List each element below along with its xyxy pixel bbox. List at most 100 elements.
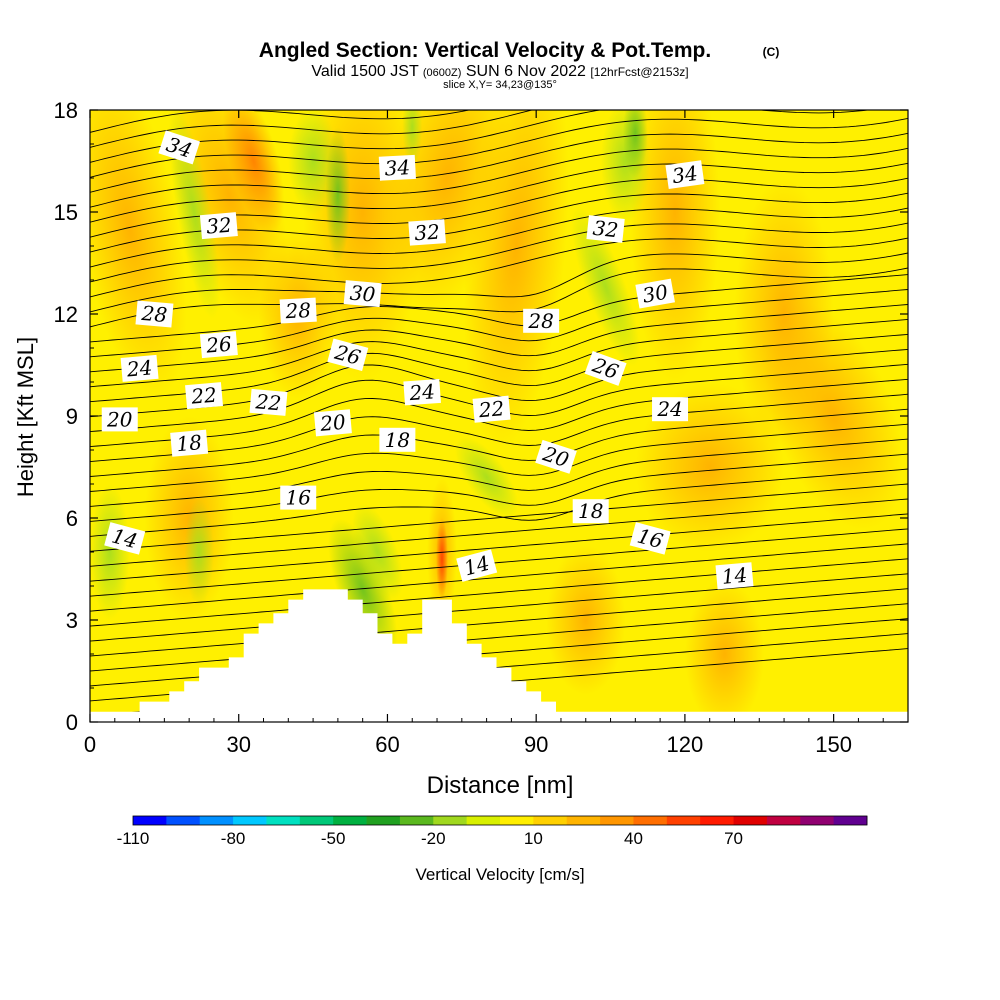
theta-contour-line xyxy=(90,408,908,477)
contour-label-24: 24 xyxy=(652,397,689,422)
velocity-region-21 xyxy=(90,484,130,620)
contour-label-text: 34 xyxy=(671,161,700,188)
theta-contour-line xyxy=(90,274,908,343)
theta-contours xyxy=(90,110,908,717)
contour-label-text: 24 xyxy=(656,397,682,421)
contour-label-box xyxy=(101,407,138,432)
contour-label-box xyxy=(199,331,238,359)
contour-label-box xyxy=(572,499,609,524)
velocity-region-23 xyxy=(454,436,519,518)
contour-label-text: 22 xyxy=(254,389,282,415)
colorbar-swatch xyxy=(333,816,367,825)
contour-label-text: 30 xyxy=(641,280,671,308)
contour-label-box xyxy=(249,388,288,416)
contour-label-text: 20 xyxy=(106,407,133,431)
theta-contour-line xyxy=(90,348,908,418)
contour-label-34: 34 xyxy=(665,160,705,189)
theta-contour-line xyxy=(90,513,908,582)
theta-contour-line xyxy=(90,543,908,612)
theta-contour-line xyxy=(90,453,908,522)
y-tick-label: 15 xyxy=(54,200,78,225)
velocity-region-27 xyxy=(436,518,448,600)
theta-contour-line xyxy=(90,528,908,597)
contour-label-24: 24 xyxy=(120,354,159,382)
colorbar: Vertical Velocity [cm/s] -110 -80 -50 -20 10… xyxy=(117,815,868,884)
y-tick-label: 18 xyxy=(54,98,78,123)
y-tick-label: 3 xyxy=(66,608,78,633)
theta-contour-line xyxy=(90,252,908,313)
contour-label-text: 20 xyxy=(318,410,347,436)
velocity-region-25 xyxy=(352,503,404,601)
colorbar-swatch xyxy=(166,816,201,825)
x-tick-label: 90 xyxy=(524,732,548,757)
contour-label-20: 20 xyxy=(101,407,138,432)
theta-contour-line xyxy=(90,318,908,388)
contour-label-16: 16 xyxy=(629,522,671,555)
contour-label-box xyxy=(313,409,352,437)
colorbar-swatch xyxy=(666,816,701,825)
colorbar-tick-label: -50 xyxy=(321,829,346,848)
contour-label-box xyxy=(472,395,511,423)
contour-label-18: 18 xyxy=(379,427,416,452)
contour-label-text: 18 xyxy=(578,499,603,523)
colorbar-frame xyxy=(132,815,868,826)
contour-label-box xyxy=(403,378,441,406)
velocity-region-1 xyxy=(169,110,289,327)
contour-label-box xyxy=(586,215,625,243)
colorbar-swatch xyxy=(399,816,434,825)
contour-label-14: 14 xyxy=(715,562,754,590)
colorbar-label: Vertical Velocity [cm/s] xyxy=(415,865,584,884)
contour-label-text: 18 xyxy=(175,430,202,456)
contour-label-text: 24 xyxy=(125,355,153,381)
y-tick-label: 6 xyxy=(66,506,78,531)
contour-label-text: 30 xyxy=(349,281,377,307)
contour-label-text: 26 xyxy=(204,332,233,358)
contour-label-34: 34 xyxy=(158,130,201,165)
colorbar-tick-label: 70 xyxy=(724,829,743,848)
theta-contour-line xyxy=(90,237,908,298)
colorbar-swatch xyxy=(833,816,868,825)
theta-contour-line xyxy=(90,267,908,328)
contour-label-box xyxy=(652,397,689,422)
contour-label-text: 28 xyxy=(140,301,168,327)
contour-label-text: 14 xyxy=(721,563,748,589)
colorbar-tick-label: -110 xyxy=(117,829,150,848)
contour-label-box xyxy=(629,522,671,555)
velocity-region-17 xyxy=(402,110,423,168)
theta-contour-line xyxy=(90,147,908,208)
velocity-region-20 xyxy=(622,110,648,178)
contour-label-box xyxy=(120,354,159,382)
contour-label-22: 22 xyxy=(249,388,288,416)
contour-label-box xyxy=(280,485,317,510)
contour-label-22: 22 xyxy=(185,382,224,410)
contour-label-26: 26 xyxy=(327,338,369,372)
theta-contour-line xyxy=(90,132,908,193)
colorbar-swatch xyxy=(766,816,801,825)
theta-contour-line xyxy=(90,438,908,507)
colorbar-swatch xyxy=(133,816,167,825)
x-tick-label: 150 xyxy=(815,732,852,757)
contour-label-28: 28 xyxy=(279,297,317,324)
velocity-region-22 xyxy=(184,497,214,607)
theta-contour-line xyxy=(90,498,908,567)
contour-label-30: 30 xyxy=(343,280,382,308)
contour-label-20: 20 xyxy=(313,409,352,437)
contour-label-text: 22 xyxy=(477,396,505,422)
contour-label-30: 30 xyxy=(635,278,675,309)
colorbar-swatch xyxy=(600,816,634,825)
subtitle-utc-time: (0600Z) xyxy=(423,67,462,79)
velocity-region-5 xyxy=(463,110,569,450)
theta-contour-line xyxy=(90,588,908,657)
y-axis-label: Height [Kft MSL] xyxy=(13,337,38,497)
y-tick-label: 12 xyxy=(54,302,78,327)
contour-label-28: 28 xyxy=(523,308,560,333)
velocity-region-8 xyxy=(764,302,903,530)
contour-label-28: 28 xyxy=(135,300,174,328)
contour-label-text: 34 xyxy=(384,155,411,180)
contour-label-text: 28 xyxy=(284,298,312,323)
chart-title-suffix: (C) xyxy=(763,45,780,59)
colorbar-swatch xyxy=(199,816,234,825)
contour-label-text: 18 xyxy=(385,428,410,452)
